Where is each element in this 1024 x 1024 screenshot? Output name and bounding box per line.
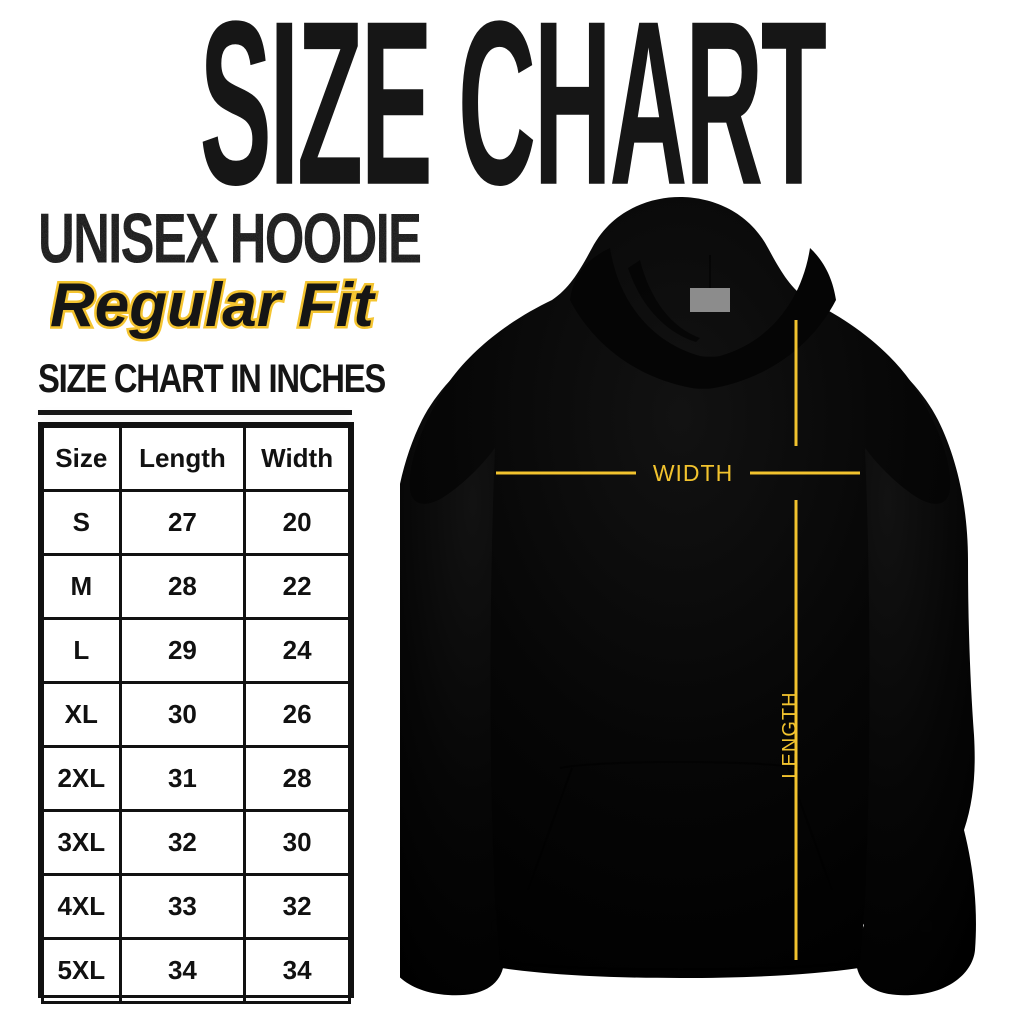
- svg-text:WIDTH: WIDTH: [653, 460, 733, 486]
- svg-text:Regular Fit: Regular Fit: [50, 271, 376, 340]
- svg-text:SIZE CHART IN INCHES: SIZE CHART IN INCHES: [38, 356, 385, 401]
- svg-text:LENGTH: LENGTH: [779, 691, 801, 778]
